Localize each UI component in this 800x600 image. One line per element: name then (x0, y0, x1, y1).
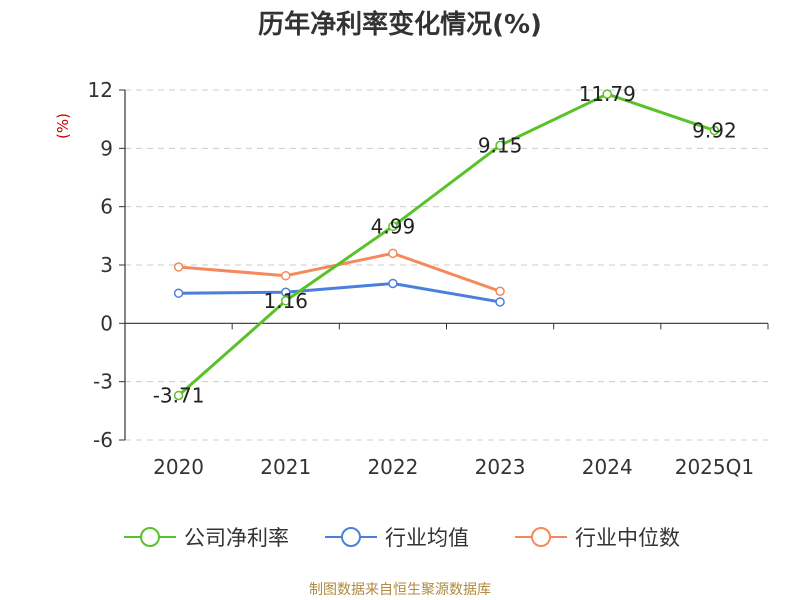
chart-title: 历年净利率变化情况(%) (258, 9, 542, 40)
legend-item[interactable]: 行业均值 (325, 526, 469, 550)
y-tick-label: 6 (100, 195, 113, 219)
y-tick-label: -6 (93, 428, 113, 452)
grid-lines (125, 89, 768, 441)
data-label: 11.79 (579, 82, 636, 106)
data-point[interactable] (495, 286, 505, 296)
data-point[interactable] (281, 270, 291, 281)
x-tick-label: 2023 (475, 455, 526, 479)
legend-label: 行业均值 (385, 526, 469, 550)
legend-item[interactable]: 行业中位数 (515, 526, 680, 550)
x-tick-label: 2021 (260, 455, 311, 479)
data-point[interactable] (173, 262, 184, 272)
data-point[interactable] (388, 278, 398, 289)
legend-swatch-marker (341, 527, 361, 547)
data-point[interactable] (495, 140, 505, 151)
data-label: -3.71 (153, 383, 205, 407)
axes: 12 9 6 3 0 -3 -6 2020 2021 2022 2023 2024 2025Q1 (88, 78, 769, 479)
series-line-1 (178, 281, 501, 304)
x-tick-label: 2024 (582, 455, 633, 479)
x-tick-label: 2025Q1 (675, 455, 754, 479)
y-tick-label: 9 (100, 136, 113, 160)
y-axis-unit-label: (%) (54, 113, 72, 139)
legend[interactable]: 公司净利率 行业均值 行业中位数 (124, 526, 680, 550)
legend-label: 行业中位数 (575, 526, 680, 550)
data-point[interactable] (281, 296, 291, 306)
data-label: 9.15 (478, 133, 523, 157)
x-tick-label: 2022 (367, 455, 418, 479)
y-tick-label: 0 (100, 311, 113, 335)
series-lines (173, 89, 720, 401)
data-point[interactable] (388, 221, 398, 232)
data-point[interactable] (388, 248, 398, 259)
series-line-0 (177, 92, 715, 397)
data-label: 4.99 (371, 214, 416, 238)
legend-swatch-marker (140, 527, 160, 547)
legend-swatch-marker (531, 527, 551, 547)
y-tick-label: 12 (88, 78, 113, 102)
x-tick-label: 2020 (153, 455, 204, 479)
series-line-2 (178, 251, 501, 293)
data-point[interactable] (495, 297, 505, 307)
data-label: 9.92 (692, 118, 737, 142)
data-point[interactable] (709, 125, 720, 136)
legend-label: 公司净利率 (184, 526, 289, 550)
data-point[interactable] (173, 390, 184, 401)
y-tick-label: -3 (93, 370, 113, 394)
data-point[interactable] (173, 288, 184, 298)
source-note: 制图数据来自恒生聚源数据库 (309, 582, 491, 598)
data-labels: -3.71 1.16 4.99 9.15 11.79 9.92 (153, 82, 737, 407)
data-point[interactable] (602, 89, 612, 99)
y-tick-label: 3 (100, 253, 113, 277)
data-label: 1.16 (263, 289, 308, 313)
legend-item[interactable]: 公司净利率 (124, 526, 289, 550)
